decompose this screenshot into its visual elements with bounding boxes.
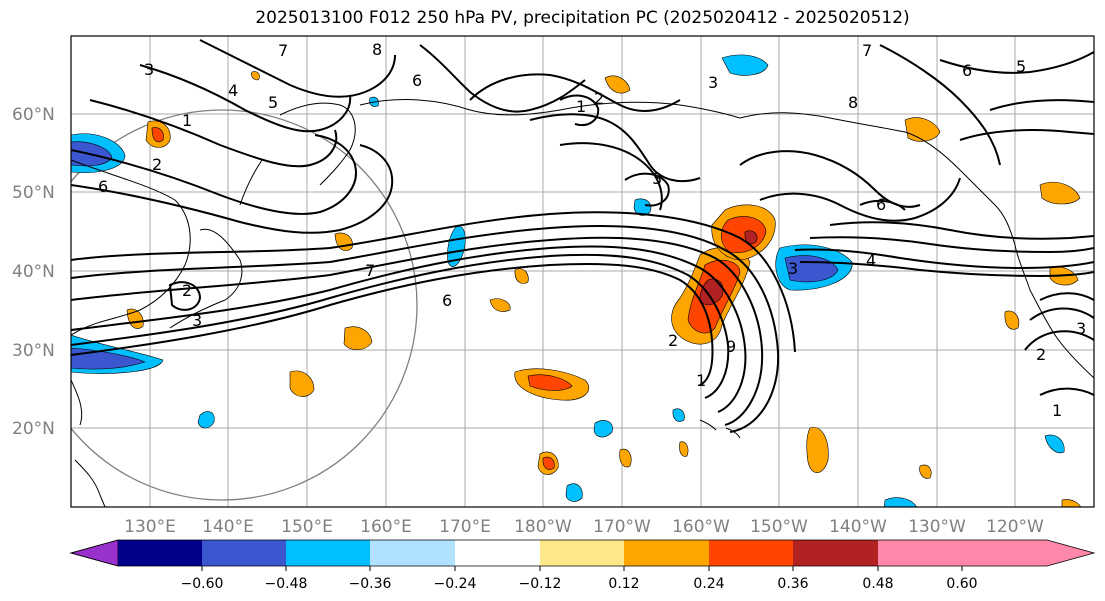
- colorbar-segment: [286, 540, 370, 566]
- lat-label: 60°N: [12, 105, 55, 125]
- positive-precip-shading: [126, 71, 1082, 507]
- contour-label: 1: [576, 97, 586, 116]
- contour-label: 1: [182, 111, 192, 130]
- contour-label: 2: [594, 89, 604, 108]
- lon-label: 140°W: [829, 517, 887, 537]
- lon-label: 160°W: [672, 517, 730, 537]
- contour-label: 6: [876, 195, 886, 214]
- lon-label: 130°W: [908, 517, 966, 537]
- contour-label: 3: [788, 259, 798, 278]
- contour-label: 5: [1016, 57, 1026, 76]
- lon-label: 150°E: [281, 517, 333, 537]
- contour-label: 8: [848, 93, 858, 112]
- contour-label: 1: [696, 371, 706, 390]
- lon-label: 180°W: [514, 517, 572, 537]
- colorbar-segment: [202, 540, 286, 566]
- lon-label: 130°E: [124, 517, 176, 537]
- contour-label: 4: [228, 81, 238, 100]
- colorbar-tick-label: −0.24: [434, 576, 477, 592]
- colorbar-tick-label: 0.36: [777, 576, 808, 592]
- contour-label: 3: [708, 73, 718, 92]
- contour-label: 7: [278, 41, 288, 60]
- contour-label: 2: [182, 281, 192, 300]
- contour-label: 3: [1076, 319, 1086, 338]
- latitude-labels: 60°N 50°N 40°N 30°N 20°N: [12, 105, 55, 439]
- colorbar-segment: [118, 540, 202, 566]
- colorbar-outline: [69, 539, 1096, 567]
- colorbar-tick-label: 0.60: [946, 576, 977, 592]
- contour-label: 2: [152, 155, 162, 174]
- lon-label: 170°W: [593, 517, 651, 537]
- lon-label: 170°E: [439, 517, 491, 537]
- contour-label: 3: [144, 60, 154, 79]
- colorbar-segment: [370, 540, 455, 566]
- contour-label: 2: [1036, 345, 1046, 364]
- colorbar-segment: [455, 540, 540, 566]
- lon-label: 140°E: [202, 517, 254, 537]
- colorbar-extend-low: [69, 539, 119, 567]
- contour-label: 6: [98, 177, 108, 196]
- contour-label: 9: [726, 337, 736, 356]
- lat-label: 50°N: [12, 183, 55, 203]
- pv-contours: [71, 39, 1094, 433]
- contour-label: 7: [862, 41, 872, 60]
- negative-precip-shading: [71, 54, 1065, 507]
- contour-label: 6: [442, 291, 452, 310]
- lat-label: 30°N: [12, 341, 55, 361]
- colorbar-segment: [624, 540, 709, 566]
- contour-label: 2: [668, 331, 678, 350]
- lat-label: 20°N: [12, 419, 55, 439]
- colorbar-extend-high: [878, 540, 1094, 566]
- colorbar-segment: [793, 540, 878, 566]
- colorbar-tick-label: −0.60: [181, 576, 224, 592]
- colorbar-tick-label: −0.48: [265, 576, 308, 592]
- contour-label: 8: [372, 40, 382, 59]
- map-frame: [70, 35, 1095, 508]
- colorbar-tick-label: 0.12: [608, 576, 639, 592]
- contour-label: 5: [268, 93, 278, 112]
- lon-label: 120°W: [986, 517, 1044, 537]
- colorbar-tick-label: 0.24: [693, 576, 724, 592]
- contour-label-group: 1 2 3 4 5 6 7 8 6 7 3 2 1 3 6 4 3 6 1 2 …: [98, 40, 1086, 420]
- colorbar-ticks: [201, 566, 963, 571]
- longitude-labels: 130°E 140°E 150°E 160°E 170°E 180°W 170°…: [124, 517, 1044, 537]
- map-plot-area: 1 2 3 4 5 6 7 8 6 7 3 2 1 3 6 4 3 6 1 2 …: [71, 36, 1094, 507]
- colorbar-tick-label: −0.12: [519, 576, 562, 592]
- coastlines: [71, 99, 1094, 507]
- contour-label: 1: [1052, 401, 1062, 420]
- colorbar-tick-label: −0.36: [349, 576, 392, 592]
- colorbar-segment: [540, 540, 624, 566]
- colorbar: −0.60 −0.48 −0.36 −0.24 −0.12 0.12 0.24 …: [69, 539, 1096, 592]
- map-title: 2025013100 F012 250 hPa PV, precipitatio…: [255, 8, 910, 28]
- contour-label: 6: [962, 61, 972, 80]
- contour-label: 3: [192, 311, 202, 330]
- reference-circle: [71, 109, 418, 501]
- colorbar-segment: [709, 540, 793, 566]
- contour-label: 6: [412, 71, 422, 90]
- colorbar-tick-label: 0.48: [862, 576, 893, 592]
- contour-label: 3: [652, 169, 662, 188]
- lon-label: 160°E: [360, 517, 412, 537]
- contour-label: 7: [365, 261, 375, 280]
- lat-label: 40°N: [12, 262, 55, 282]
- contour-label: 4: [866, 251, 876, 270]
- lon-label: 150°W: [750, 517, 808, 537]
